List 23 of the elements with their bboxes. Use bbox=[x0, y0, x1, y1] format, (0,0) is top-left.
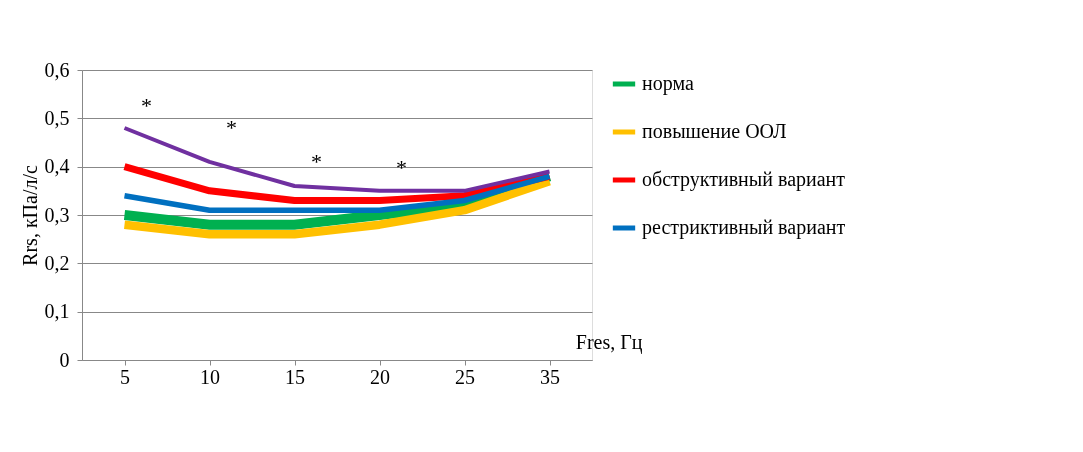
x-tick-label: 10 bbox=[200, 365, 220, 388]
x-tick-label: 25 bbox=[455, 365, 475, 388]
y-tick-label: 0,6 bbox=[44, 58, 70, 81]
y-tick-label: 0,4 bbox=[44, 155, 70, 178]
y-axis-title: Rrs, кПа/л/с bbox=[18, 164, 41, 266]
y-tick-label: 0 bbox=[59, 348, 70, 371]
x-tick-label: 20 bbox=[370, 365, 390, 388]
y-tick-label: 0,5 bbox=[44, 106, 70, 129]
annotation: * bbox=[141, 93, 152, 118]
legend-label: норма bbox=[642, 72, 694, 95]
x-tick-label: 15 bbox=[285, 365, 305, 388]
legend-label: обструктивный вариант bbox=[642, 168, 846, 191]
annotation: * bbox=[396, 155, 407, 180]
y-tick-label: 0,1 bbox=[44, 300, 70, 323]
annotation: * bbox=[311, 149, 322, 174]
x-axis-title: Fres, Гц bbox=[575, 330, 643, 354]
legend-label: повышение ООЛ bbox=[642, 120, 787, 142]
y-tick-label: 0,2 bbox=[44, 251, 70, 274]
y-tick-label: 0,3 bbox=[44, 203, 70, 226]
legend-label: рестриктивный вариант bbox=[642, 216, 846, 239]
annotation: * bbox=[226, 115, 237, 140]
x-tick-label: 35 bbox=[540, 365, 560, 388]
x-tick-label: 5 bbox=[120, 365, 130, 388]
